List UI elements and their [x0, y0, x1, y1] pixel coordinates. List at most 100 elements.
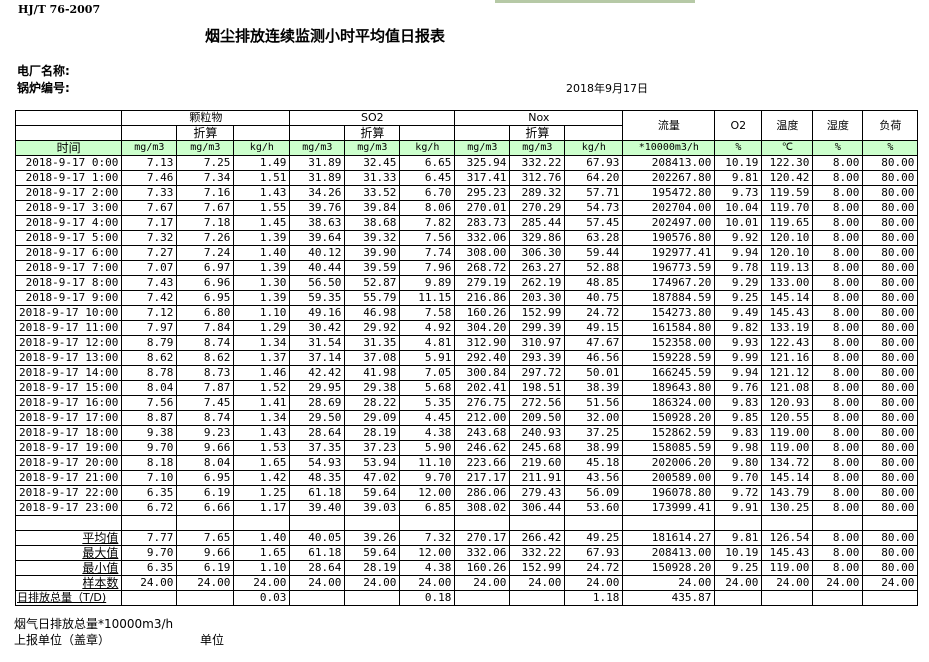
standard-code: HJ/T 76-2007 [18, 3, 101, 16]
value-cell: 7.33 [121, 185, 178, 201]
value-cell: 6.45 [399, 170, 456, 186]
value-cell: 37.23 [344, 440, 401, 456]
value-cell: 119.65 [761, 215, 814, 231]
report-title: 烟尘排放连续监测小时平均值日报表 [205, 27, 446, 45]
value-cell: 202.41 [454, 380, 511, 396]
row-label: 2018-9-17 16:00 [14, 395, 123, 411]
value-cell: 31.89 [289, 170, 346, 186]
value-cell: 6.19 [176, 485, 235, 501]
value-cell: 293.39 [509, 350, 566, 366]
value-cell: 7.05 [399, 365, 456, 381]
value-cell: 24.00 [176, 575, 235, 591]
value-cell: 8.00 [812, 380, 864, 396]
value-cell: 216.86 [454, 290, 511, 306]
value-cell: 133.19 [761, 320, 814, 336]
unit-cell: kg/h [233, 140, 291, 156]
value-cell: 8.00 [812, 320, 864, 336]
value-cell: 174967.20 [622, 275, 716, 291]
value-cell: 39.03 [344, 500, 401, 516]
value-cell: 266.42 [509, 530, 566, 546]
value-cell: 48.35 [289, 470, 346, 486]
table-row: 2018-9-17 9:00 7.42 6.95 1.39 59.35 55.79 11.1… [14, 290, 919, 306]
value-cell: 285.44 [509, 215, 566, 231]
value-cell: 196078.80 [622, 485, 716, 501]
value-cell: 299.39 [509, 320, 566, 336]
value-cell: 37.25 [564, 425, 624, 441]
value-cell: 297.72 [509, 365, 566, 381]
value-cell: 120.93 [761, 395, 814, 411]
value-cell: 80.00 [862, 560, 919, 576]
row-label: 2018-9-17 12:00 [14, 335, 123, 351]
value-cell: 1.65 [233, 455, 291, 471]
value-cell: 11.15 [399, 290, 456, 306]
value-cell: 59.64 [344, 485, 401, 501]
header-so2-converted: 折算 [344, 125, 401, 141]
value-cell: 80.00 [862, 230, 919, 246]
value-cell: 8.00 [812, 485, 864, 501]
row-label: 2018-9-17 14:00 [14, 365, 123, 381]
value-cell: 49.16 [289, 305, 346, 321]
value-cell: 31.54 [289, 335, 346, 351]
value-cell: 80.00 [862, 410, 919, 426]
row-label: 平均值 [14, 530, 123, 546]
value-cell: 1.53 [233, 440, 291, 456]
value-cell: 33.52 [344, 185, 401, 201]
value-cell: 6.85 [399, 500, 456, 516]
table-row: 2018-9-17 7:00 7.07 6.97 1.39 40.44 39.59 7.96… [14, 260, 919, 276]
value-cell: 8.18 [121, 455, 178, 471]
value-cell: 121.16 [761, 350, 814, 366]
value-cell: 8.00 [812, 365, 864, 381]
value-cell: 39.26 [344, 530, 401, 546]
value-cell: 119.59 [761, 185, 814, 201]
value-cell: 7.12 [121, 305, 178, 321]
value-cell: 6.66 [176, 500, 235, 516]
value-cell: 8.00 [812, 530, 864, 546]
value-cell: 80.00 [862, 425, 919, 441]
value-cell: 8.00 [812, 440, 864, 456]
value-cell: 8.00 [812, 200, 864, 216]
value-cell [176, 590, 235, 606]
table-row: 2018-9-17 19:00 9.70 9.66 1.53 37.35 37.23 5.9… [14, 440, 919, 456]
value-cell: 223.66 [454, 455, 511, 471]
value-cell: 202704.00 [622, 200, 716, 216]
value-cell: 279.43 [509, 485, 566, 501]
value-cell: 202267.80 [622, 170, 716, 186]
value-cell: 9.25 [714, 560, 763, 576]
value-cell: 1.18 [564, 590, 624, 606]
value-cell: 9.78 [714, 260, 763, 276]
value-cell: 55.79 [344, 290, 401, 306]
value-cell: 64.20 [564, 170, 624, 186]
value-cell: 40.05 [289, 530, 346, 546]
value-cell: 7.45 [176, 395, 235, 411]
header-temp: 温度 [761, 110, 814, 141]
value-cell: 6.96 [176, 275, 235, 291]
row-label: 2018-9-17 1:00 [14, 170, 123, 186]
value-cell: 9.38 [121, 425, 178, 441]
value-cell: 8.00 [812, 470, 864, 486]
value-cell: 7.58 [399, 305, 456, 321]
value-cell: 7.87 [176, 380, 235, 396]
value-cell: 8.00 [812, 245, 864, 261]
value-cell: 289.32 [509, 185, 566, 201]
value-cell: 80.00 [862, 215, 919, 231]
value-cell: 6.35 [121, 485, 178, 501]
value-cell: 10.19 [714, 155, 763, 171]
report-table: 颗粒物 SO2 Nox 流量 O2 温度 湿度 负荷 折算 折算 折算 时间 m… [14, 110, 919, 606]
value-cell: 120.10 [761, 245, 814, 261]
value-cell: 24.00 [509, 575, 566, 591]
blank-row [14, 515, 919, 531]
value-cell: 217.17 [454, 470, 511, 486]
value-cell: 8.00 [812, 545, 864, 561]
value-cell: 7.18 [176, 215, 235, 231]
value-cell: 8.74 [176, 410, 235, 426]
table-row: 2018-9-17 15:00 8.04 7.87 1.52 29.95 29.38 5.6… [14, 380, 919, 396]
value-cell: 145.14 [761, 470, 814, 486]
value-cell: 7.07 [121, 260, 178, 276]
table-row: 2018-9-17 12:00 8.79 8.74 1.34 31.54 31.35 4.8… [14, 335, 919, 351]
value-cell [121, 590, 178, 606]
value-cell: 7.24 [176, 245, 235, 261]
value-cell: 10.04 [714, 200, 763, 216]
value-cell: 51.56 [564, 395, 624, 411]
value-cell: 80.00 [862, 305, 919, 321]
table-row: 2018-9-17 4:00 7.17 7.18 1.45 38.63 38.68 7.82… [14, 215, 919, 231]
